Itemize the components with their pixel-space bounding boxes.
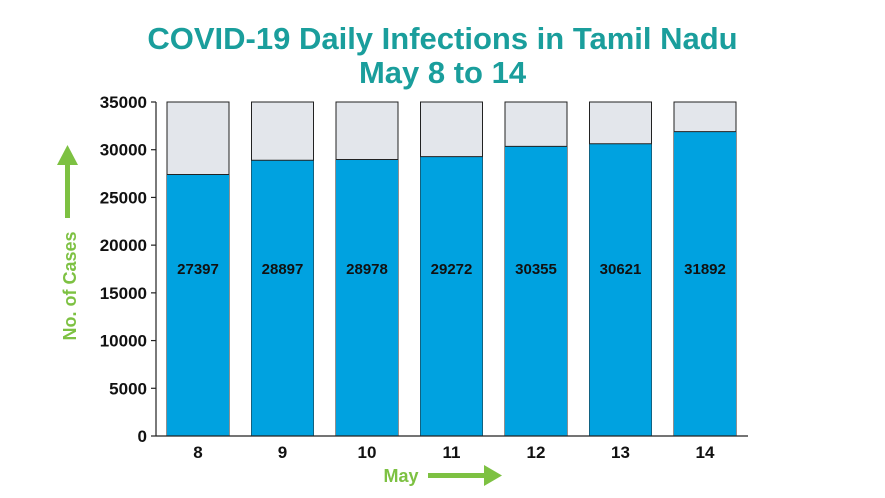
x-tick-label: 12: [527, 443, 546, 462]
chart-subtitle: May 8 to 14: [358, 55, 527, 90]
chart-title-block: COVID-19 Daily Infections in Tamil Nadu …: [0, 22, 885, 90]
x-axis-title: May: [383, 466, 418, 486]
x-axis-arrow-head: [484, 465, 502, 486]
x-tick-label: 13: [611, 443, 630, 462]
y-tick-label: 35000: [100, 93, 147, 112]
y-tick-label: 25000: [100, 188, 147, 207]
y-tick-label: 0: [138, 427, 147, 446]
data-label: 28978: [346, 261, 388, 278]
y-tick-label: 15000: [100, 284, 147, 303]
y-tick-label: 30000: [100, 141, 147, 160]
bar: [674, 131, 736, 437]
y-tick-label: 20000: [100, 236, 147, 255]
data-label: 30621: [600, 261, 642, 278]
x-tick-label: 10: [358, 443, 377, 462]
x-tick-label: 8: [193, 443, 202, 462]
y-tick-label: 10000: [100, 332, 147, 351]
x-tick-label: 14: [696, 443, 715, 462]
bar: [420, 156, 483, 436]
data-label: 27397: [177, 261, 219, 278]
data-label: 30355: [515, 261, 557, 278]
y-axis-title: No. of Cases: [60, 231, 80, 340]
x-tick-label: 11: [443, 443, 461, 462]
chart-title: COVID-19 Daily Infections in Tamil Nadu: [147, 21, 738, 56]
bar: [505, 146, 567, 436]
x-axis-arrow-shaft: [428, 473, 488, 478]
data-label: 31892: [684, 261, 726, 278]
y-tick-label: 5000: [109, 379, 147, 398]
data-label: 28897: [262, 261, 304, 278]
y-axis-arrow-head: [57, 145, 78, 165]
data-label: 29272: [431, 261, 473, 278]
x-tick-label: 9: [278, 443, 287, 462]
bar: [167, 174, 229, 437]
bar: [251, 160, 314, 436]
bar: [336, 159, 398, 436]
y-axis-arrow-shaft: [65, 162, 70, 218]
bar: [589, 143, 652, 436]
